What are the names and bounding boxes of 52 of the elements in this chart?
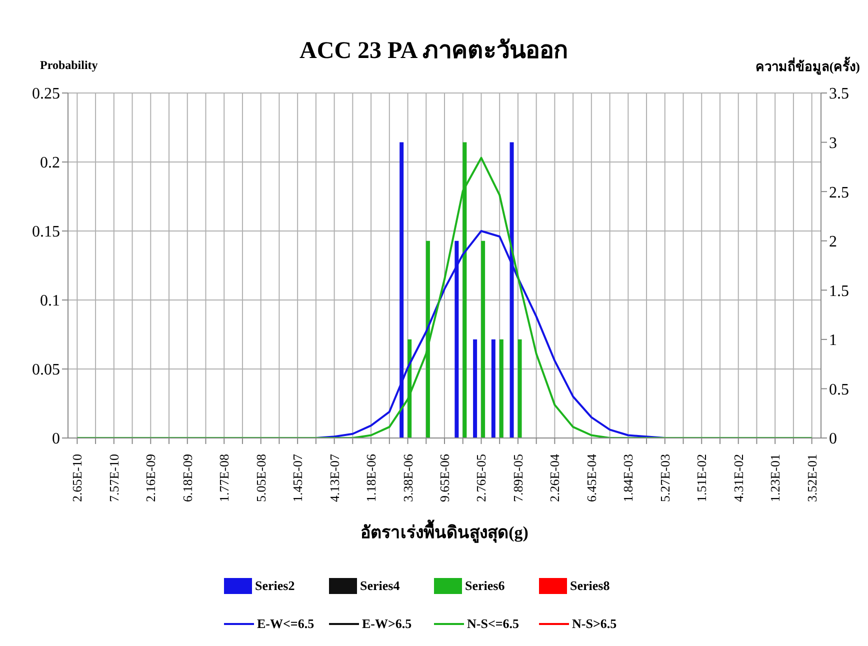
legend-label: Series6 <box>465 578 505 594</box>
x-tick-label: 2.65E-10 <box>70 454 85 502</box>
y-tick-label: 0 <box>52 430 60 448</box>
y-tick-label: 0.1 <box>40 292 60 310</box>
y2-tick-label: 2 <box>829 234 837 251</box>
y2-tick-label: 3.5 <box>829 86 849 103</box>
y-tick-label: 0.25 <box>32 86 60 103</box>
bar <box>473 339 478 438</box>
legend-label: N-S>6.5 <box>572 616 617 632</box>
x-tick-label: 1.77E-08 <box>216 454 232 502</box>
bar <box>481 240 486 438</box>
x-tick-label: 3.38E-06 <box>400 454 416 502</box>
bar <box>491 339 496 438</box>
x-tick-label: 1.23E-01 <box>768 454 783 502</box>
bar <box>499 339 504 438</box>
legend-label: N-S<=6.5 <box>467 616 520 632</box>
y2-tick-label: 3 <box>829 134 837 152</box>
legend-label: E-W<=6.5 <box>257 616 314 632</box>
y-axis-title: Probability <box>40 58 98 73</box>
x-tick-label: 2.16E-09 <box>143 454 158 502</box>
x-tick-label: 6.45E-04 <box>584 454 599 502</box>
y2-tick-label: 2.5 <box>829 184 849 202</box>
y2-tick-label: 1 <box>829 332 837 350</box>
x-tick-label: 1.18E-06 <box>364 454 379 502</box>
x-tick-label: 6.18E-09 <box>180 454 195 502</box>
x-tick-label: 7.57E-10 <box>106 454 122 502</box>
y2-axis-title: ความถี่ข้อมูล(ครั้ง) <box>755 56 860 77</box>
chart-title: ACC 23 PA ภาคตะวันออก <box>300 38 568 64</box>
x-tick-label: 2.26E-04 <box>547 454 562 502</box>
y2-tick-label: 1.5 <box>829 282 849 300</box>
x-tick-label: 1.84E-03 <box>620 454 636 502</box>
x-tick-label: 1.45E-07 <box>290 454 306 502</box>
y-tick-label: 0.15 <box>32 224 60 241</box>
y-tick-label: 0.2 <box>40 154 60 172</box>
legend-label: Series8 <box>570 578 610 594</box>
x-tick-label: 5.05E-08 <box>253 454 268 502</box>
x-tick-label: 1.51E-02 <box>694 454 710 502</box>
x-tick-label: 4.13E-07 <box>326 454 342 502</box>
x-axis-title: อัตราเร่งพื้นดินสูงสุด(g) <box>360 518 530 545</box>
y2-tick-label: 0 <box>829 430 837 448</box>
bar <box>518 339 522 438</box>
legend-label: Series2 <box>255 578 295 594</box>
x-tick-label: 9.65E-06 <box>437 454 452 502</box>
legend-label: Series4 <box>360 578 400 594</box>
x-tick-label: 4.31E-02 <box>730 454 746 502</box>
x-tick-label: 3.52E-01 <box>804 454 820 502</box>
x-tick-label: 2.76E-05 <box>474 454 489 502</box>
y-tick-label: 0.05 <box>32 362 60 379</box>
x-tick-label: 7.89E-05 <box>510 454 526 502</box>
y2-tick-label: 0.5 <box>829 381 849 398</box>
legend-label: E-W>6.5 <box>362 616 412 632</box>
x-tick-label: 5.27E-03 <box>657 454 672 502</box>
